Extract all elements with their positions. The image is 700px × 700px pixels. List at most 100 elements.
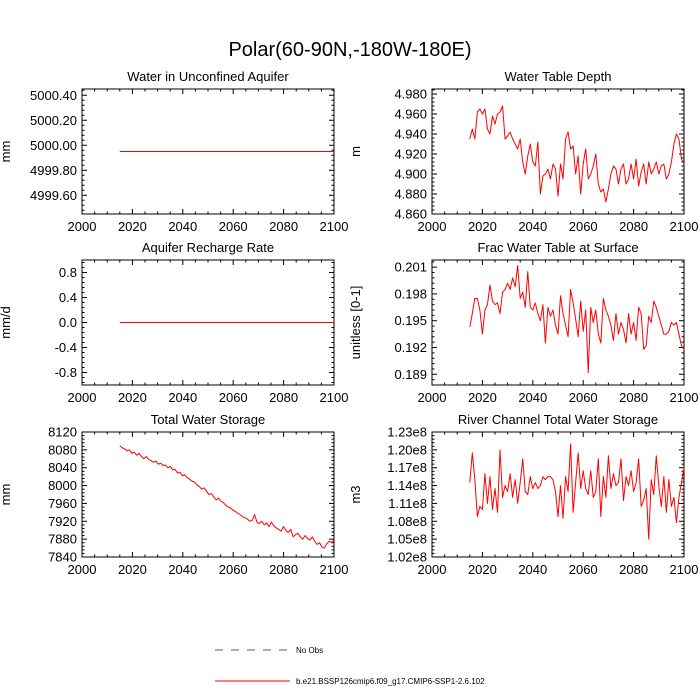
water-in-unconfined-aquifer-xtick-label: 2020 [118, 219, 147, 234]
frac-water-table-at-surface-xtick-label: 2100 [670, 390, 699, 405]
water-table-depth-xtick-label: 2000 [418, 219, 447, 234]
water-in-unconfined-aquifer-ytick-label: 5000.40 [30, 88, 77, 103]
frac-water-table-at-surface-xtick-label: 2000 [418, 390, 447, 405]
total-water-storage-xtick-label: 2040 [168, 562, 197, 577]
water-table-depth-ytick-label: 4.860 [394, 207, 427, 222]
aquifer-recharge-rate-ytick-label: -0.8 [55, 365, 77, 380]
river-channel-total-water-storage-xtick-label: 2040 [518, 562, 547, 577]
water-in-unconfined-aquifer-ytick-label: 5000.20 [30, 113, 77, 128]
total-water-storage-xtick-label: 2000 [68, 562, 97, 577]
aquifer-recharge-rate-title: Aquifer Recharge Rate [142, 240, 274, 255]
water-table-depth-ytick-label: 4.880 [394, 187, 427, 202]
aquifer-recharge-rate-ytick-label: 0.0 [59, 315, 77, 330]
frac-water-table-at-surface-xtick-label: 2080 [619, 390, 648, 405]
total-water-storage-ylabel: mm [0, 484, 13, 506]
total-water-storage-ytick-label: 7920 [48, 514, 77, 529]
aquifer-recharge-rate-ytick-label: 0.4 [59, 290, 77, 305]
river-channel-total-water-storage-xtick-label: 2060 [569, 562, 598, 577]
water-in-unconfined-aquifer-xtick-label: 2100 [320, 219, 349, 234]
total-water-storage-xtick-label: 2100 [320, 562, 349, 577]
water-in-unconfined-aquifer-xtick-label: 2080 [269, 219, 298, 234]
water-table-depth-title: Water Table Depth [505, 69, 612, 84]
legend: No Obs b.e21.BSSP126cmip6.f09_g17.CMIP6-… [215, 646, 485, 686]
water-table-depth-xtick-label: 2080 [619, 219, 648, 234]
total-water-storage-ytick-label: 8120 [48, 425, 77, 440]
river-channel-total-water-storage-ytick-label: 1.20e8 [387, 442, 427, 457]
river-channel-total-water-storage-ytick-label: 1.05e8 [387, 532, 427, 547]
water-table-depth-xtick-label: 2020 [468, 219, 497, 234]
frac-water-table-at-surface-ytick-label: 0.198 [394, 286, 427, 301]
water-table-depth-series-model [469, 105, 685, 203]
frac-water-table-at-surface-ytick-label: 0.189 [394, 367, 427, 382]
water-table-depth-xtick-label: 2100 [670, 219, 699, 234]
water-in-unconfined-aquifer-ytick-label: 5000.00 [30, 138, 77, 153]
frac-water-table-at-surface-xtick-label: 2060 [569, 390, 598, 405]
river-channel-total-water-storage-ytick-label: 1.14e8 [387, 478, 427, 493]
total-water-storage-xtick-label: 2060 [219, 562, 248, 577]
panel-river-channel-total-water-storage: River Channel Total Water Storage m3 2000 2… [348, 412, 698, 577]
aquifer-recharge-rate-ylabel: mm/d [0, 306, 13, 339]
total-water-storage-plot-frame [81, 431, 335, 558]
frac-water-table-at-surface-ylabel: unitless [0-1] [348, 286, 363, 360]
total-water-storage-xtick-label: 2020 [118, 562, 147, 577]
total-water-storage-title: Total Water Storage [151, 412, 265, 427]
water-table-depth-xtick-label: 2040 [518, 219, 547, 234]
water-in-unconfined-aquifer-xtick-label: 2060 [219, 219, 248, 234]
aquifer-recharge-rate-xtick-label: 2020 [118, 390, 147, 405]
river-channel-total-water-storage-xtick-label: 2100 [670, 562, 699, 577]
aquifer-recharge-rate-xtick-label: 2080 [269, 390, 298, 405]
aquifer-recharge-rate-xtick-label: 2000 [68, 390, 97, 405]
frac-water-table-at-surface-series-model [469, 264, 685, 373]
water-table-depth-xtick-label: 2060 [569, 219, 598, 234]
river-channel-total-water-storage-ylabel: m3 [348, 485, 363, 503]
total-water-storage-ytick-label: 8040 [48, 460, 77, 475]
river-channel-total-water-storage-xtick-label: 2080 [619, 562, 648, 577]
legend-model-label: b.e21.BSSP126cmip6.f09_g17.CMIP6-SSP1-2.… [296, 677, 485, 686]
frac-water-table-at-surface-ytick-label: 0.201 [394, 260, 427, 275]
river-channel-total-water-storage-ytick-label: 1.11e8 [388, 496, 427, 511]
panel-water-table-depth: Water Table Depth m 2000 2020 2040 2060 2080 21… [348, 69, 698, 234]
river-channel-total-water-storage-xtick-label: 2000 [418, 562, 447, 577]
water-table-depth-ylabel: m [348, 146, 363, 157]
water-table-depth-ytick-label: 4.920 [394, 147, 427, 162]
frac-water-table-at-surface-xtick-label: 2020 [468, 390, 497, 405]
water-table-depth-ytick-label: 4.980 [394, 87, 427, 102]
frac-water-table-at-surface-ytick-label: 0.192 [394, 340, 427, 355]
water-table-depth-ytick-label: 4.960 [394, 107, 427, 122]
total-water-storage-xtick-label: 2080 [269, 562, 298, 577]
frac-water-table-at-surface-ytick-label: 0.195 [394, 313, 427, 328]
river-channel-total-water-storage-series-model [469, 443, 685, 540]
river-channel-total-water-storage-xtick-label: 2020 [468, 562, 497, 577]
total-water-storage-ytick-label: 7960 [48, 496, 77, 511]
figure-title: Polar(60-90N,-180W-180E) [228, 39, 471, 61]
river-channel-total-water-storage-ytick-label: 1.23e8 [387, 425, 427, 440]
total-water-storage-ytick-label: 7840 [48, 550, 77, 565]
water-table-depth-ytick-label: 4.940 [394, 127, 427, 142]
frac-water-table-at-surface-xtick-label: 2040 [518, 390, 547, 405]
water-in-unconfined-aquifer-title: Water in Unconfined Aquifer [127, 69, 289, 84]
river-channel-total-water-storage-ytick-label: 1.02e8 [387, 550, 427, 565]
total-water-storage-ytick-label: 7880 [48, 532, 77, 547]
water-in-unconfined-aquifer-ylabel: mm [0, 141, 13, 163]
water-table-depth-ytick-label: 4.900 [394, 167, 427, 182]
aquifer-recharge-rate-xtick-label: 2040 [168, 390, 197, 405]
panel-water-in-unconfined-aquifer: Water in Unconfined Aquifer mm 2000 2020 204… [0, 69, 348, 234]
aquifer-recharge-rate-xtick-label: 2060 [219, 390, 248, 405]
aquifer-recharge-rate-ytick-label: 0.8 [59, 265, 77, 280]
total-water-storage-series-model [119, 445, 335, 549]
total-water-storage-ytick-label: 8000 [48, 478, 77, 493]
aquifer-recharge-rate-xtick-label: 2100 [320, 390, 349, 405]
frac-water-table-at-surface-plot-frame [431, 259, 685, 386]
aquifer-recharge-rate-ytick-label: -0.4 [55, 340, 77, 355]
river-channel-total-water-storage-ytick-label: 1.17e8 [387, 460, 427, 475]
frac-water-table-at-surface-title: Frac Water Table at Surface [477, 240, 638, 255]
water-in-unconfined-aquifer-ytick-label: 4999.60 [30, 188, 77, 203]
total-water-storage-ytick-label: 8080 [48, 442, 77, 457]
panel-total-water-storage: Total Water Storage mm 2000 2020 2040 2060 208… [0, 412, 348, 577]
legend-obs-label: No Obs [296, 646, 323, 655]
river-channel-total-water-storage-ytick-label: 1.08e8 [387, 514, 427, 529]
water-in-unconfined-aquifer-xtick-label: 2000 [68, 219, 97, 234]
river-channel-total-water-storage-title: River Channel Total Water Storage [458, 412, 658, 427]
water-in-unconfined-aquifer-ytick-label: 4999.80 [30, 163, 77, 178]
